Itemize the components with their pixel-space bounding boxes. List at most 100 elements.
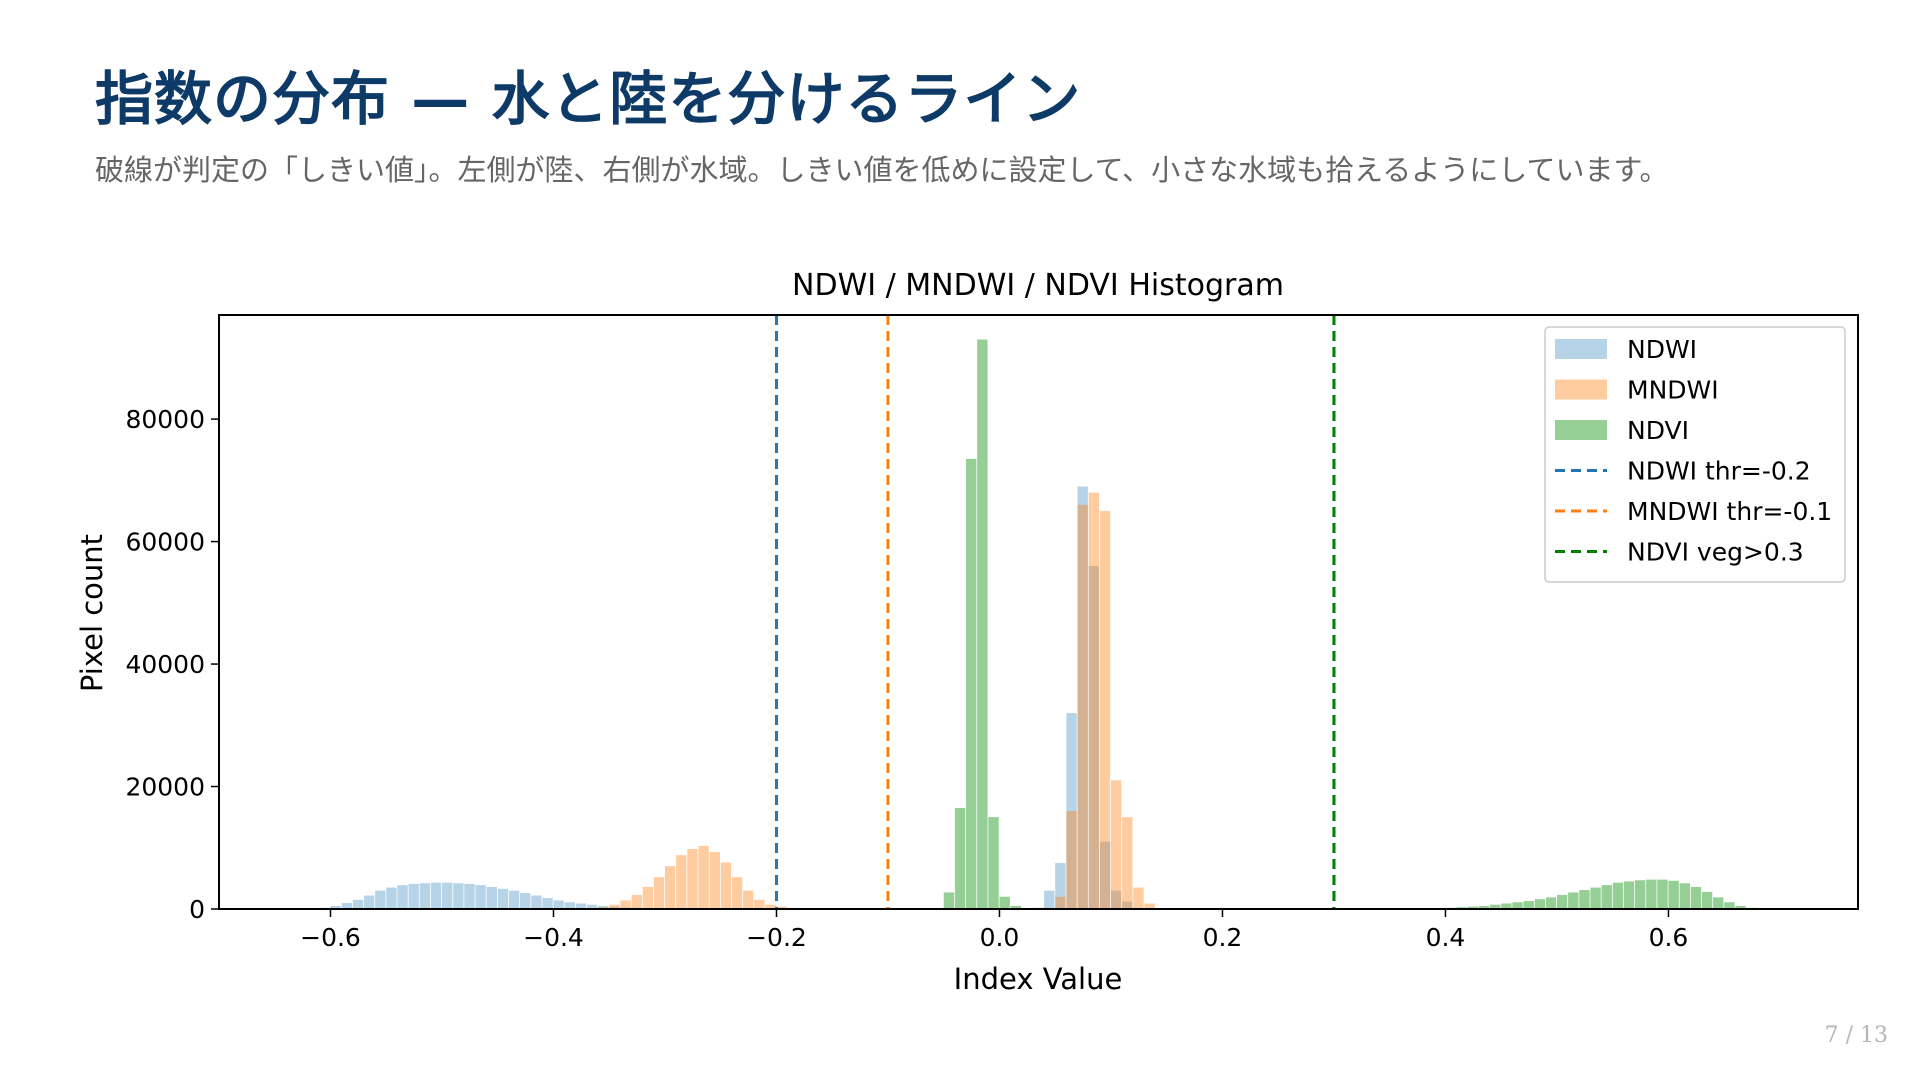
histogram-bar — [430, 882, 442, 909]
histogram-bar — [1122, 817, 1133, 909]
histogram-bar — [375, 890, 386, 909]
histogram-bars — [319, 339, 1757, 909]
histogram-bar — [1713, 897, 1724, 909]
histogram-bar — [743, 890, 754, 909]
histogram-bar — [1523, 901, 1534, 909]
histogram-bar — [475, 885, 486, 909]
threshold-lines — [774, 315, 1336, 909]
y-axis-label: Pixel count — [75, 534, 109, 692]
histogram-bar — [1501, 903, 1512, 909]
histogram-bar — [653, 877, 665, 909]
histogram-bar — [709, 852, 720, 909]
chart-title: NDWI / MNDWI / NDVI Histogram — [792, 268, 1284, 303]
histogram-bar — [631, 894, 642, 909]
histogram-bar — [698, 845, 709, 909]
histogram-bar — [341, 902, 353, 909]
histogram-bar — [564, 902, 576, 909]
histogram-bar — [1568, 892, 1579, 909]
histogram-bar — [1066, 713, 1077, 909]
legend-entry-label: NDVI — [1627, 416, 1689, 445]
histogram-bar — [776, 906, 787, 909]
histogram-bar — [609, 906, 620, 909]
histogram-bar — [497, 888, 509, 909]
histogram-bar — [1044, 890, 1055, 909]
x-tick-label: −0.6 — [300, 923, 361, 952]
histogram-bar — [1701, 891, 1713, 909]
histogram-bar — [1077, 504, 1088, 909]
histogram-bar — [586, 904, 598, 909]
y-axis-ticks: 0 20000 40000 60000 80000 — [125, 405, 219, 924]
histogram-bar — [486, 886, 497, 909]
x-tick-label: −0.2 — [746, 923, 807, 952]
histogram-bar — [664, 866, 676, 909]
histogram-bar — [598, 905, 609, 909]
histogram-bar — [1646, 879, 1657, 909]
histogram-bar — [1110, 890, 1122, 909]
histogram-bar — [1478, 905, 1490, 909]
histogram-chart: NDWI / MNDWI / NDVI Histogram Pixel coun… — [0, 255, 1920, 1015]
histogram-bar — [1055, 863, 1066, 909]
x-tick-label: 0.6 — [1649, 923, 1689, 952]
histogram-bar — [765, 904, 776, 909]
histogram-bar — [1122, 901, 1133, 909]
histogram-bar — [1635, 880, 1646, 909]
histogram-bar — [1657, 879, 1668, 909]
histogram-bar — [676, 855, 687, 909]
y-tick-label: 40000 — [125, 650, 205, 679]
x-axis-ticks: −0.6 −0.4 −0.2 0.0 0.2 0.4 0.6 — [300, 909, 1688, 952]
legend-frame — [1544, 326, 1846, 583]
histogram-bar — [977, 339, 988, 909]
histogram-bar — [408, 883, 419, 909]
legend-swatch — [1555, 420, 1607, 440]
histogram-bar — [954, 807, 966, 909]
plot-frame — [218, 314, 1859, 910]
histogram-bar — [1735, 905, 1746, 909]
histogram-bar — [531, 895, 542, 909]
histogram-bar — [720, 862, 732, 909]
series-ndvi — [943, 339, 1757, 909]
histogram-bar — [1133, 887, 1144, 909]
chart-canvas: NDWI / MNDWI / NDVI Histogram Pixel coun… — [75, 268, 1859, 996]
histogram-bar — [1534, 899, 1546, 909]
histogram-bar — [397, 885, 408, 909]
histogram-bar — [1668, 880, 1679, 909]
legend-entry-label: NDWI — [1627, 335, 1697, 364]
histogram-bar — [620, 900, 631, 909]
slide-title: 指数の分布 — 水と陸を分けるライン — [95, 65, 1082, 133]
x-axis-label: Index Value — [954, 962, 1123, 996]
legend-entry-label: MNDWI thr=-0.1 — [1627, 497, 1832, 526]
histogram-bar — [988, 817, 999, 909]
histogram-bar — [1077, 486, 1088, 909]
histogram-bar — [1690, 886, 1702, 909]
histogram-bar — [464, 883, 475, 909]
legend: NDWI MNDWI NDVI NDWI thr=-0.2 MNDWI thr=-0.1… — [1544, 326, 1846, 583]
histogram-bar — [1724, 902, 1735, 909]
histogram-bar — [453, 883, 464, 909]
histogram-bar — [352, 899, 364, 909]
histogram-bar — [609, 904, 620, 909]
histogram-bar — [1110, 780, 1122, 909]
histogram-bar — [687, 848, 698, 909]
histogram-bar — [553, 900, 564, 909]
y-tick-label: 0 — [189, 895, 205, 924]
histogram-bar — [1088, 566, 1100, 909]
histogram-bar — [542, 897, 553, 909]
histogram-bar — [1512, 902, 1523, 909]
histogram-bar — [575, 903, 587, 909]
legend-swatch — [1555, 339, 1607, 359]
histogram-bar — [1545, 897, 1557, 909]
histogram-bar — [1679, 883, 1690, 909]
x-tick-label: 0.0 — [980, 923, 1020, 952]
histogram-bar — [1088, 492, 1100, 909]
histogram-bar — [1144, 903, 1155, 909]
histogram-bar — [1099, 510, 1111, 909]
histogram-bar — [642, 886, 654, 909]
histogram-bar — [754, 899, 765, 909]
y-tick-label: 80000 — [125, 405, 205, 434]
histogram-bar — [1590, 887, 1601, 909]
page-number: 7 / 13 — [1824, 1023, 1888, 1048]
histogram-bar — [1099, 841, 1111, 909]
histogram-bar — [330, 905, 341, 909]
histogram-bar — [1010, 905, 1021, 909]
histogram-bar — [1612, 882, 1624, 909]
